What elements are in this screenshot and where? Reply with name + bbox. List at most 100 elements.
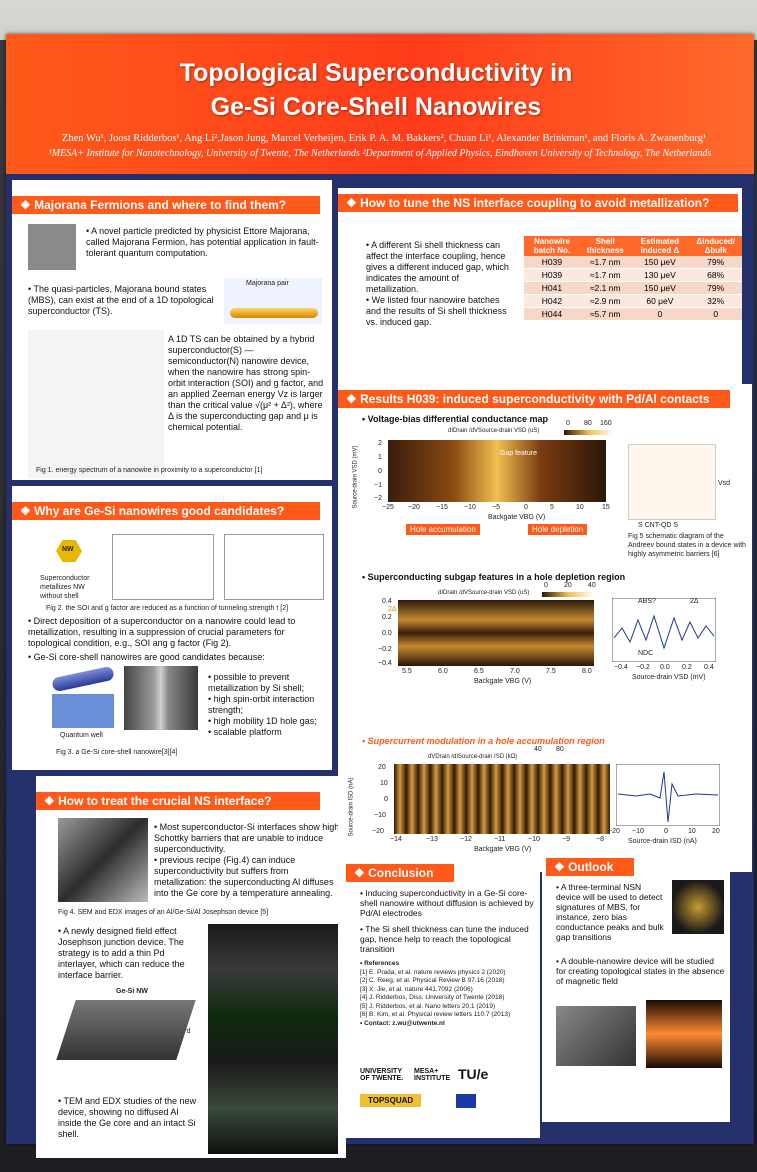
s1-xtick: 15 [602,504,610,511]
reason-3: high mobility 1D hole gas; [208,716,328,727]
table-row: H042 ≈2.9 nm 60 μeV 32% [524,294,742,308]
s3-colorbar-label: dVDrain /dISource-drain ISD (kΩ) [428,754,518,760]
cell: 32% [689,294,742,308]
majorana-p2: The quasi-particles, Majorana bound stat… [28,284,218,317]
s1-ytick: −2 [374,495,382,502]
majorana-heading: ❖ Majorana Fermions and where to find th… [12,196,320,214]
ut-logo: UNIVERSITY OF TWENTE. [360,1068,404,1082]
s1-xtick: −20 [408,504,420,511]
s3-line-xlabel: Source-drain ISD (nA) [628,838,697,845]
results-s1: Voltage-bias differential conductance ma… [362,414,548,425]
eu-flag-icon [456,1094,476,1108]
s2-xtick: 6.0 [438,668,448,675]
device-3d-render [56,1000,196,1060]
references: References [1] E. Prada, et al. nature r… [360,960,536,1028]
reason-1: possible to prevent metallization by Si … [208,672,328,694]
sc-metallize-label: Superconductor metallizes NW without she… [40,575,90,600]
nanowire-rod [230,308,318,318]
s3-xtick: −9 [562,836,570,843]
fig3-caption: Fig 3. a Ge-Si core-shell nanowire[3][4] [56,749,178,756]
cell: 79% [689,281,742,295]
s2-colorbar [542,592,594,597]
s1-cbar-tick: 80 [584,420,592,427]
s2-line-xtick: −0.2 [636,664,650,671]
table-row: H044 ≈5.7 nm 0 0 [524,307,742,321]
majorana-pair-label: Majorana pair [246,280,289,287]
two-delta-linecut-label: 2Δ [690,598,699,605]
tune-heading: ❖ How to tune the NS interface coupling … [338,194,738,212]
nw-hexagon [56,540,82,562]
fig5-labels: S CNT-QD S [638,522,679,529]
s2-line-xlabel: Source-drain VSD (mV) [632,674,706,681]
gap-feature-label: Gap feature [500,450,537,457]
s2-cbar-tick: 20 [564,582,572,589]
double-nanowire-map [646,1000,722,1068]
cell: H039 [524,256,580,269]
s1-xlabel: Backgate VBG (V) [488,514,546,521]
s2-cbar-tick: 0 [544,582,548,589]
gesi-b2: Ge-Si core-shell nanowires are good cand… [28,652,324,663]
gesi-b1: Direct deposition of a superconductor on… [28,616,324,649]
nanowire-cross-section [52,694,114,728]
cell: ≈1.7 nm [579,256,631,269]
s2-colorbar-label: dIDrain /dVSource-drain VSD (uS) [438,590,530,596]
reference-item: [3] X. Jie, et al. nature 441.7092 (2006… [360,985,473,993]
double-nanowire-image [556,1006,636,1066]
tem-image [124,666,198,730]
nsn-device-image [672,880,724,934]
fig4-caption: Fig 4. SEM and EDX images of an Al/Ge-Si… [58,909,269,916]
tune-heading-text: How to tune the NS interface coupling to… [360,196,710,210]
gesi-heading-text: Why are Ge-Si nanowires good candidates? [34,504,285,518]
nanowire-cylinder [51,665,115,693]
s2-line-xtick: 0.0 [660,664,670,671]
cell: 130 μeV [630,268,690,282]
s1-ytick: −1 [374,482,382,489]
fig1-caption: Fig 1. energy spectrum of a nanowire in … [36,467,263,474]
cell: H041 [524,281,580,295]
tune-panel: ❖ How to tune the NS interface coupling … [338,188,742,388]
nw-label: NW [62,546,74,553]
gesi-heading: ❖ Why are Ge-Si nanowires good candidate… [12,502,320,520]
s2-line-xtick: 0.2 [682,664,692,671]
s1-colorbar [564,430,614,435]
table-row: H041 ≈2.1 nm 150 μeV 79% [524,281,742,295]
s2-cbar-tick: 40 [588,582,596,589]
conclusion-panel: ❖ Conclusion Inducing superconductivity … [346,856,540,1138]
reference-item: [5] J. Ridderbos, et al. Nano letters 20… [360,1002,496,1010]
subgap-map [398,600,594,666]
ns-heading: ❖ How to treat the crucial NS interface? [36,792,320,810]
s3-cbar-tick: 40 [534,746,542,753]
s3-ylabel: Source-drain ISD (nA) [348,777,355,837]
ns-heading-text: How to treat the crucial NS interface? [58,794,272,808]
majorana-p3: A 1D TS can be obtained by a hybrid supe… [168,334,324,432]
s2-xtick: 8.0 [582,668,592,675]
mesa-logo: MESA+ INSTITUTE [414,1068,451,1082]
title-line-1: Topological Superconductivity in [179,59,573,87]
ge-si-nw-label: Ge-Si NW [116,988,148,995]
s2-xtick: 5.5 [402,668,412,675]
cell: H042 [524,294,580,308]
s3-xlabel: Backgate VBG (V) [474,846,532,853]
tune-b1: A different Si shell thickness can affec… [366,240,514,295]
author-list: Zhen Wu¹, Joost Ridderbos¹, Ang Li²,Jaso… [61,133,707,144]
s2-ytick: 0.0 [382,630,392,637]
s1-xtick: −15 [436,504,448,511]
results-s3: Supercurrent modulation in a hole accumu… [362,736,605,747]
reference-item: [4] J. Ridderbos, Diss. University of Tw… [360,994,505,1001]
s2-xtick: 6.5 [474,668,484,675]
majorana-heading-text: Majorana Fermions and where to find them… [34,198,287,212]
vsd-label: Vsd [718,480,731,487]
hole-depletion-badge: Hole depletion [528,524,588,535]
ns-b4: TEM and EDX studies of the new device, s… [58,1096,204,1140]
linecut-trace [617,771,719,823]
s2-ytick: 0.4 [382,598,392,605]
s3-ytick: −20 [372,828,384,835]
s3-ytick: 10 [380,780,388,787]
s1-xtick: 0 [524,504,528,511]
reference-item: [1] E. Prada, et al. nature reviews phys… [360,968,506,976]
abs-label: ABS? [638,598,656,605]
s3-cbar-tick: 80 [556,746,564,753]
s2-ytick: 0.2 [382,614,392,621]
ns-bullets: Most superconductor-Si interfaces show h… [154,822,340,899]
subgap-linecut [612,598,716,662]
